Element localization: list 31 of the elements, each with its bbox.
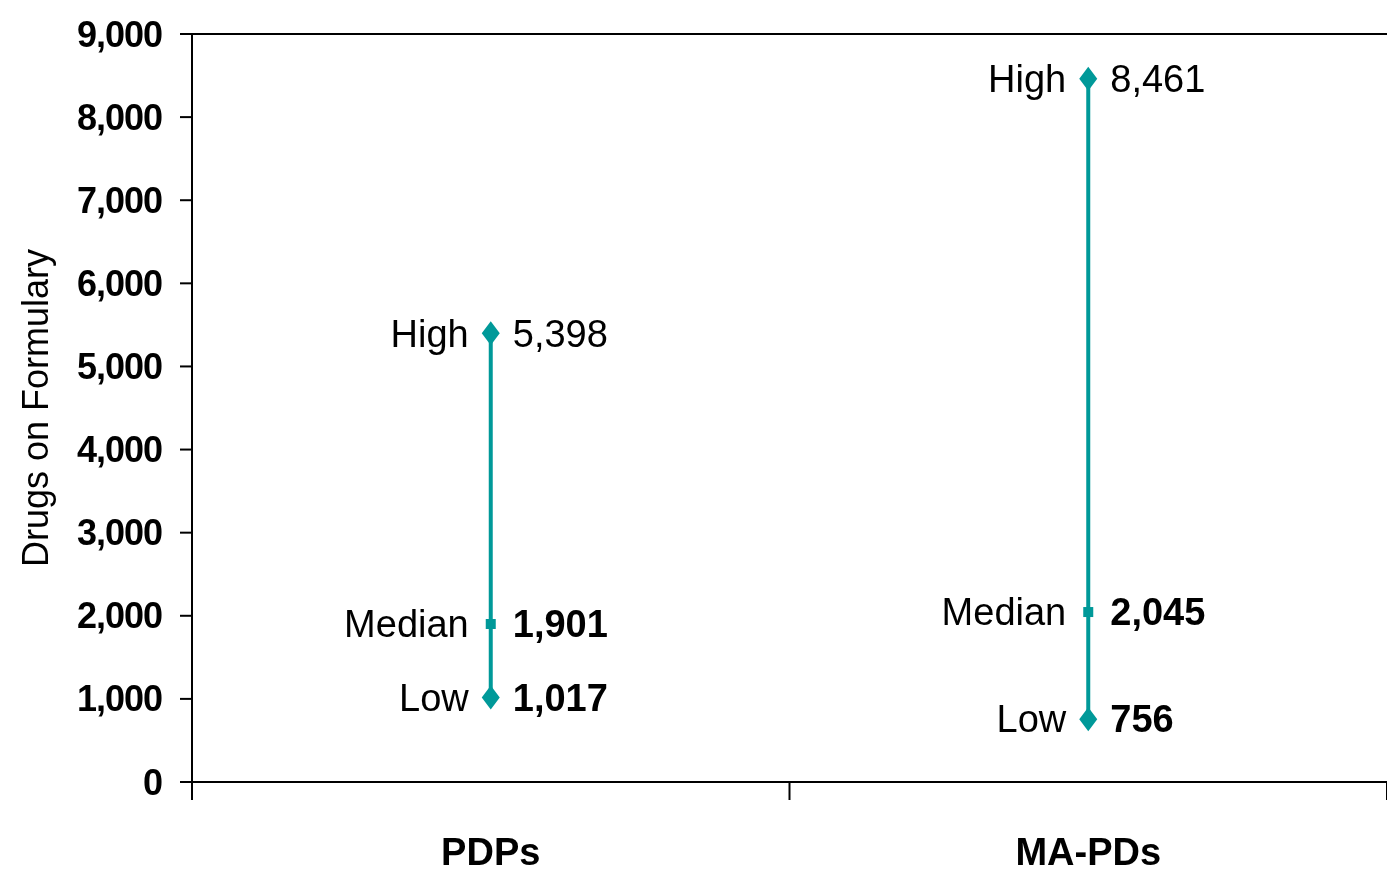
y-tick-label: 8,000 <box>76 96 162 138</box>
data-label: 1,901 <box>512 603 608 646</box>
y-tick-label: 2,000 <box>76 595 162 637</box>
data-label: 756 <box>1110 698 1174 741</box>
y-tick-label: 0 <box>142 761 162 803</box>
text: Median <box>941 591 1067 634</box>
data-label: 2,045 <box>1110 591 1206 634</box>
series-label: High <box>390 312 469 355</box>
point <box>1079 66 1098 91</box>
point <box>481 685 500 710</box>
y-tick-label: 3,000 <box>76 512 162 554</box>
y-tick-label: 5,000 <box>76 346 162 388</box>
point <box>485 619 496 630</box>
x-tick-label: MA-PDs <box>1015 831 1162 873</box>
x-tick-label: PDPs <box>441 831 541 873</box>
y-tick-label: 4,000 <box>76 429 162 471</box>
point <box>481 321 500 346</box>
y-tick-label: 7,000 <box>76 179 162 221</box>
data-label: 8,461 <box>1110 58 1206 101</box>
series-label: Low <box>399 676 470 719</box>
point <box>1083 607 1094 618</box>
text: Low <box>996 698 1067 741</box>
y-tick-label: 1,000 <box>76 678 162 720</box>
y-tick-label: 6,000 <box>76 262 162 304</box>
y-tick-label: 9,000 <box>76 13 162 55</box>
point <box>1079 707 1098 732</box>
y-axis-title: Drugs on Formulary <box>15 248 56 568</box>
data-label: 1,017 <box>512 676 608 719</box>
text: High <box>988 58 1067 101</box>
data-label: 5,398 <box>512 312 608 355</box>
series-label: Median <box>344 603 469 646</box>
